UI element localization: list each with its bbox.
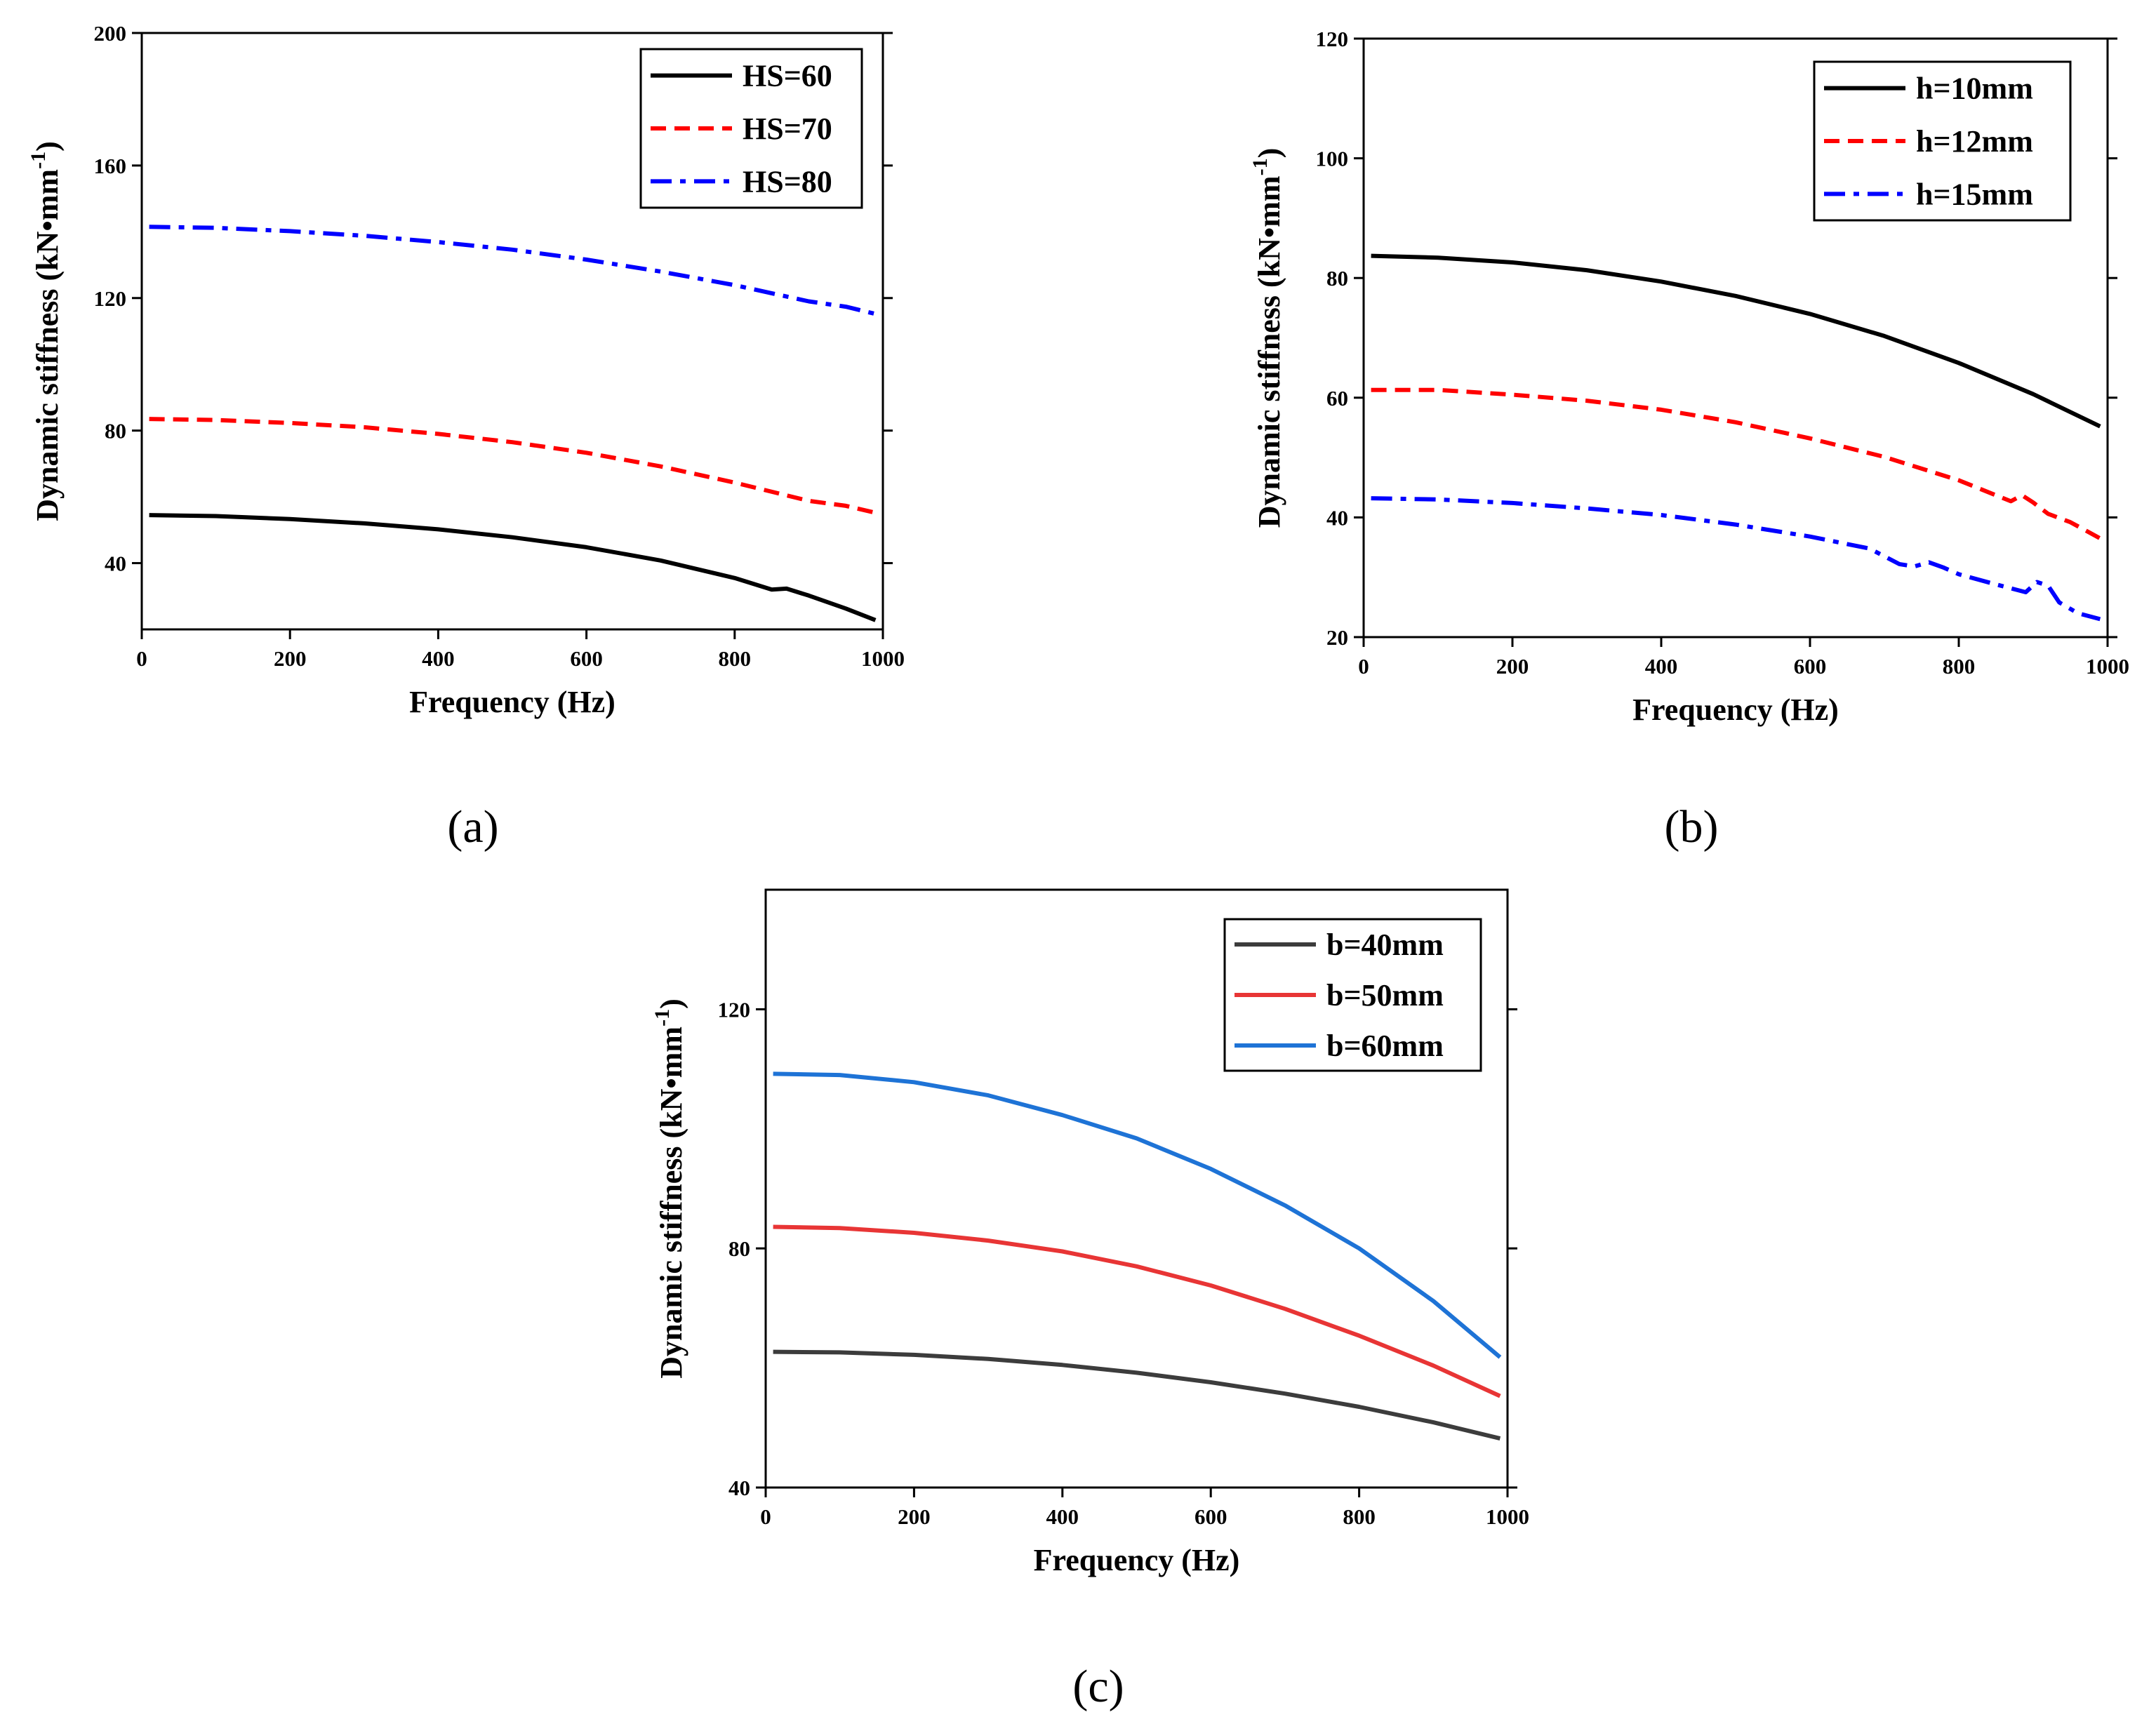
chart-a-series-1-line — [149, 417, 877, 515]
chart-c-y-tick-label: 120 — [718, 997, 751, 1022]
chart-panel-a: 0 200 400 600 800 1000 40 80 120 160 200 Frequency … — [27, 21, 905, 719]
chart-b-y-tick-label: 40 — [1326, 505, 1348, 530]
chart-b-legend-label-0: h=10mm — [1916, 72, 2033, 106]
chart-b-legend-label-2: h=15mm — [1916, 177, 2033, 211]
chart-b-legend-label-1: h=12mm — [1916, 124, 2033, 159]
chart-b-y-axis-title: Dynamic stiffness (kN•mm-1) — [1249, 148, 1286, 528]
chart-b-plot-frame — [1362, 37, 2109, 639]
chart-a-plot-frame — [140, 32, 884, 631]
chart-panel-c: 0 200 400 600 800 1000 40 80 120 Frequency (Hz) Dy… — [651, 888, 1529, 1577]
chart-c-y-tick-label: 40 — [728, 1476, 750, 1500]
chart-b-x-tick-label: 800 — [1943, 654, 1976, 679]
chart-b-series-2-line — [1371, 496, 2101, 622]
chart-c-y-tick-label: 80 — [728, 1236, 750, 1261]
chart-a-legend-label-2: HS=80 — [743, 164, 832, 199]
chart-a-legend-label-0: HS=60 — [743, 59, 832, 93]
chart-b-y-tick-label: 80 — [1326, 266, 1348, 290]
chart-a-legend-label-1: HS=70 — [743, 112, 832, 146]
panel-label-b: (b) — [1665, 801, 1719, 853]
chart-a-y-axis-title: Dynamic stiffness (kN•mm-1) — [27, 141, 65, 521]
chart-a-y-tick-label: 160 — [94, 154, 127, 178]
chart-a-y-tick-label: 120 — [94, 286, 127, 311]
chart-c-x-tick-label: 600 — [1195, 1504, 1227, 1529]
chart-b-x-tick-label: 200 — [1496, 654, 1529, 679]
chart-b-x-tick-label: 0 — [1358, 654, 1369, 679]
chart-a-y-tick-label: 40 — [105, 552, 126, 576]
panel-label-c: (c) — [1072, 1661, 1124, 1712]
chart-a-x-tick-label: 0 — [136, 646, 147, 671]
chart-b-x-tick-label: 1000 — [2086, 654, 2129, 679]
chart-a-x-tick-label: 200 — [274, 646, 307, 671]
chart-c-legend-label-0: b=40mm — [1326, 928, 1444, 962]
chart-c-x-tick-label: 1000 — [1486, 1504, 1529, 1529]
chart-a-x-tick-label: 1000 — [861, 646, 905, 671]
chart-a-y-tick-label: 80 — [105, 419, 126, 443]
chart-b-series-1-line — [1371, 387, 2101, 540]
chart-c-legend-label-2: b=60mm — [1326, 1029, 1444, 1063]
chart-c-x-tick-label: 800 — [1343, 1504, 1376, 1529]
chart-a-series-2-line — [149, 225, 877, 316]
chart-a-series-0-line — [149, 513, 877, 622]
chart-c-y-axis-title: Dynamic stiffness (kN•mm-1) — [651, 998, 688, 1378]
chart-c-series-0-line — [773, 1349, 1501, 1441]
chart-a-y-tick-label: 200 — [94, 21, 127, 46]
chart-c-x-tick-label: 400 — [1046, 1504, 1079, 1529]
chart-b-y-tick-label: 60 — [1326, 386, 1348, 410]
chart-a-x-tick-label: 400 — [422, 646, 455, 671]
chart-c-legend-label-1: b=50mm — [1326, 978, 1444, 1012]
chart-a-x-tick-label: 800 — [719, 646, 752, 671]
chart-b-x-axis-title: Frequency (Hz) — [1632, 693, 1839, 727]
chart-b-x-tick-label: 400 — [1645, 654, 1678, 679]
chart-c-x-tick-label: 0 — [760, 1504, 771, 1529]
chart-a-x-axis-title: Frequency (Hz) — [409, 685, 615, 719]
chart-b-x-tick-label: 600 — [1794, 654, 1827, 679]
chart-b-y-tick-label: 100 — [1316, 147, 1349, 171]
chart-c-series-1-line — [773, 1224, 1501, 1398]
chart-b-y-tick-label: 120 — [1316, 27, 1349, 51]
chart-c-plot-frame — [764, 888, 1509, 1489]
chart-panel-b: 0 200 400 600 800 1000 20 40 60 80 100 120 Frequency… — [1249, 27, 2129, 727]
chart-b-series-0-line — [1371, 253, 2101, 429]
chart-a-x-tick-label: 600 — [570, 646, 603, 671]
chart-c-x-axis-title: Frequency (Hz) — [1034, 1543, 1240, 1577]
panel-label-a: (a) — [447, 801, 498, 853]
chart-c-x-tick-label: 200 — [898, 1504, 931, 1529]
chart-b-y-tick-label: 20 — [1326, 625, 1348, 650]
chart-c-series-2-line — [773, 1071, 1502, 1359]
